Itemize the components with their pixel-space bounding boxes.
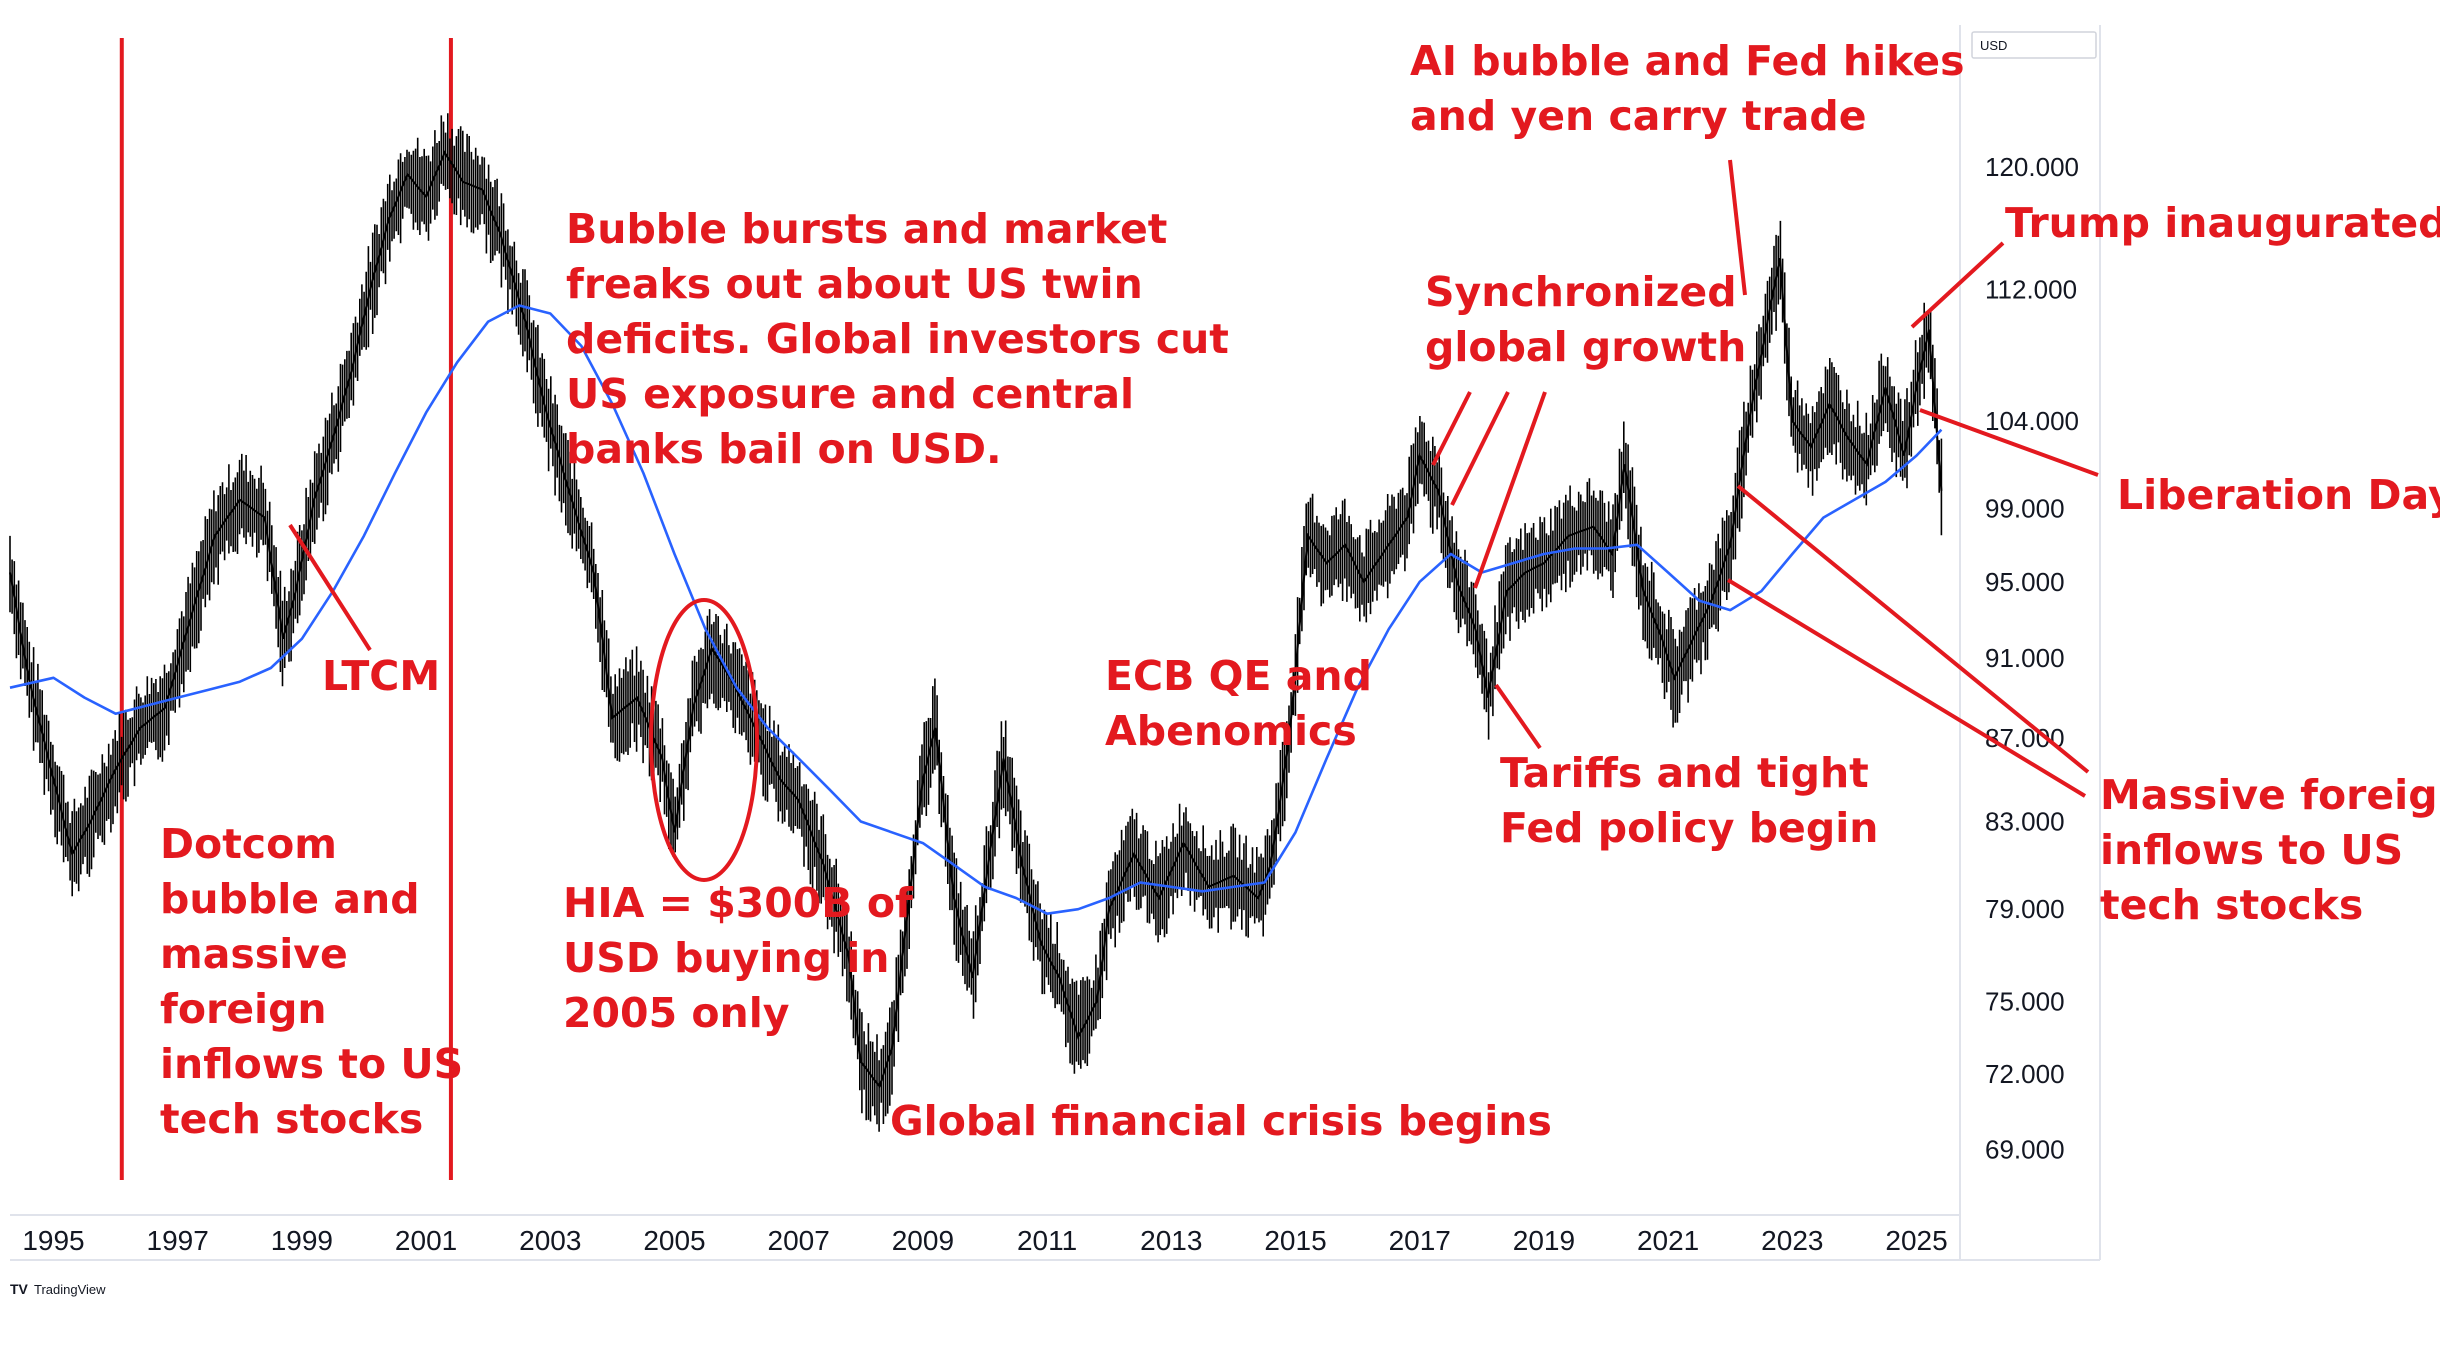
annotation-pointer-line <box>1910 241 2005 329</box>
annotation-pointer-line <box>1431 391 1472 466</box>
x-tick-label: 2025 <box>1885 1225 1947 1256</box>
x-tick-label: 2013 <box>1140 1225 1202 1256</box>
axis-frame <box>10 25 2101 1261</box>
annotation-line: Tariffs and tight <box>1500 749 1869 797</box>
annotation-text: Global financial crisis begins <box>890 1097 1552 1145</box>
annotation-line: Synchronized <box>1425 268 1737 316</box>
annotation-line: USD buying in <box>563 934 890 982</box>
annotation-text: Liberation Day <box>2117 471 2440 519</box>
annotation-pointer-line <box>1728 159 1747 296</box>
annotation-line: HIA = $300B of <box>563 879 914 927</box>
x-tick-label: 2023 <box>1761 1225 1823 1256</box>
annotation-pointer-line <box>1450 391 1510 506</box>
y-tick-label: 91.000 <box>1985 643 2065 673</box>
annotation-text: Synchronized global growth <box>1425 268 1746 371</box>
annotation-line: LTCM <box>322 652 440 700</box>
y-tick-label: 83.000 <box>1985 807 2065 837</box>
annotations: AI bubble and Fed hikes and yen carry tra… <box>160 37 2440 1145</box>
annotation-pointer-line <box>1919 408 2099 477</box>
annotation-text: HIA = $300B of USD buying in 2005 only <box>563 879 914 1037</box>
annotation-pointer-line <box>288 523 372 652</box>
annotation-text: Tariffs and tight Fed policy begin <box>1500 749 1878 852</box>
annotation-line: global growth <box>1425 323 1746 371</box>
y-tick-label: 87.000 <box>1985 723 2065 753</box>
x-tick-label: 2015 <box>1264 1225 1326 1256</box>
annotation-text: Dotcom bubble and massive foreign inflows to… <box>160 820 463 1143</box>
annotation-text: AI bubble and Fed hikes and yen carry tra… <box>1410 37 1965 140</box>
annotation-line: deficits. Global investors cut <box>566 315 1229 363</box>
moving-average-series <box>9 304 1943 916</box>
annotation-line: massive <box>160 930 348 978</box>
annotation-line: inflows to US <box>160 1040 463 1088</box>
y-tick-label: 95.000 <box>1985 567 2065 597</box>
x-tick-label: 2009 <box>892 1225 954 1256</box>
annotation-pointer-line <box>1736 484 2090 774</box>
x-axis: 1995 1997 1999 2001 2003 2005 2007 2009 2011 2013… <box>22 1225 1947 1256</box>
x-tick-label: 1997 <box>147 1225 209 1256</box>
y-tick-label: 99.000 <box>1985 494 2065 524</box>
annotation-line: Liberation Day <box>2117 471 2440 519</box>
annotation-line: bubble and <box>160 875 420 923</box>
annotation-text: LTCM <box>322 652 440 700</box>
y-tick-label: 104.000 <box>1985 406 2079 436</box>
x-tick-label: 2011 <box>1017 1225 1077 1256</box>
y-tick-label: 75.000 <box>1985 986 2065 1016</box>
x-tick-label: 2007 <box>768 1225 830 1256</box>
y-tick-label: 120.000 <box>1985 152 2079 182</box>
annotation-line: Bubble bursts and market <box>566 205 1167 253</box>
x-tick-label: 2003 <box>519 1225 581 1256</box>
svg-text:TV: TV <box>10 1281 29 1297</box>
x-tick-label: 2019 <box>1513 1225 1575 1256</box>
annotation-line: tech stocks <box>2100 881 2363 929</box>
annotation-text: ECB QE and Abenomics <box>1105 652 1372 755</box>
annotation-pointer-line <box>1473 391 1547 589</box>
annotation-line: Trump inaugurated <box>2005 199 2440 247</box>
annotation-line: and yen carry trade <box>1410 92 1867 140</box>
x-tick-label: 2005 <box>643 1225 705 1256</box>
annotation-line: Abenomics <box>1105 707 1357 755</box>
annotation-line: inflows to US <box>2100 826 2403 874</box>
vertical-markers <box>119 38 453 1180</box>
unit-label: USD <box>1980 38 2007 53</box>
annotation-line: Global financial crisis begins <box>890 1097 1552 1145</box>
annotation-pointer-line <box>1494 683 1542 750</box>
x-tick-label: 2017 <box>1389 1225 1451 1256</box>
y-tick-label: 112.000 <box>1985 275 2077 305</box>
price-line <box>9 150 1943 1089</box>
annotation-line: US exposure and central <box>566 370 1134 418</box>
hia-highlight-ellipse <box>649 598 759 882</box>
y-axis: 120.000 112.000 104.000 99.000 95.000 91.000 8… <box>1985 152 2079 1164</box>
annotation-line: foreign <box>160 985 327 1033</box>
x-tick-label: 2001 <box>395 1225 457 1256</box>
annotation-pointers <box>288 159 2099 882</box>
annotation-pointer-line <box>1726 578 2087 798</box>
annotation-line: Dotcom <box>160 820 337 868</box>
annotation-line: banks bail on USD. <box>566 425 1002 473</box>
price-series <box>9 113 1943 1132</box>
x-tick-label: 1995 <box>22 1225 84 1256</box>
annotation-text: Trump inaugurated <box>2005 199 2440 247</box>
brand-label: TradingView <box>34 1282 106 1297</box>
annotation-text: Bubble bursts and market freaks out about… <box>566 205 1229 473</box>
x-tick-label: 2021 <box>1637 1225 1699 1256</box>
x-tick-label: 1999 <box>271 1225 333 1256</box>
annotation-line: Massive foreign <box>2100 771 2440 819</box>
annotation-line: tech stocks <box>160 1095 423 1143</box>
annotation-line: 2005 only <box>563 989 790 1037</box>
y-tick-label: 72.000 <box>1985 1059 2065 1089</box>
annotation-line: Fed policy begin <box>1500 804 1878 852</box>
annotation-line: AI bubble and Fed hikes <box>1410 37 1965 85</box>
unit-box: USD <box>1971 31 2097 59</box>
tradingview-logo: TV TradingView <box>10 1281 106 1297</box>
moving-average-line <box>9 304 1943 916</box>
y-tick-label: 69.000 <box>1985 1134 2065 1164</box>
annotation-line: ECB QE and <box>1105 652 1372 700</box>
y-tick-label: 79.000 <box>1985 894 2065 924</box>
annotation-line: freaks out about US twin <box>566 260 1143 308</box>
annotation-text: Massive foreign inflows to US tech stocks <box>2100 771 2440 929</box>
